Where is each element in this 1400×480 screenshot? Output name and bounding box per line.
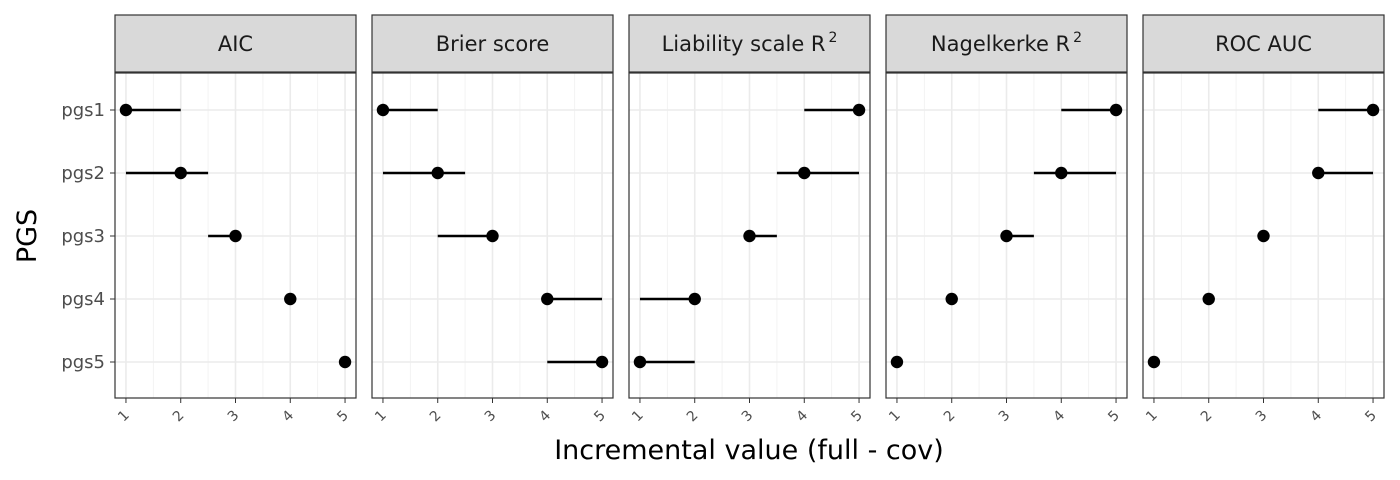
x-tick-label: 5 <box>848 408 866 426</box>
x-axis-title: Incremental value (full - cov) <box>554 435 944 466</box>
data-point <box>798 166 811 180</box>
data-point <box>119 103 133 117</box>
facet-panel: Brier score 1 2 3 4 5 <box>371 14 614 426</box>
data-point <box>1147 355 1161 369</box>
x-tick-label: 1 <box>372 408 390 426</box>
x-tick-label: 2 <box>684 408 702 426</box>
y-tick-label: pgs3 <box>61 226 105 247</box>
facet-strip <box>885 14 1128 73</box>
data-point <box>229 229 242 243</box>
data-point <box>338 355 352 369</box>
x-tick-label: 3 <box>739 408 757 426</box>
x-tick-label: 2 <box>427 408 445 426</box>
x-tick-label: 4 <box>793 407 811 425</box>
x-tick-label: 2 <box>941 408 959 426</box>
x-tick-label: 5 <box>591 408 609 426</box>
data-point <box>595 355 609 369</box>
facet-panel: AIC 1 2 3 4 5 <box>114 14 357 426</box>
x-tick-label: 1 <box>115 408 133 426</box>
data-point <box>890 355 904 369</box>
x-tick-label: 4 <box>1050 407 1068 425</box>
data-point <box>1109 103 1123 117</box>
facet-panel: Liability scale R 2 1 2 3 4 5 <box>628 14 871 426</box>
facet-strip <box>114 14 357 73</box>
data-point <box>541 292 554 306</box>
facet-panel: ROC AUC 1 2 3 4 5 <box>1142 14 1385 426</box>
data-point <box>945 292 958 306</box>
data-point <box>1202 292 1215 306</box>
x-tick-label: 1 <box>1143 408 1161 426</box>
data-point <box>174 166 187 180</box>
facet-strip-label: AIC <box>218 32 253 56</box>
data-point <box>1366 103 1380 117</box>
y-tick-label: pgs2 <box>61 163 105 184</box>
facet-strip-label: Brier score <box>436 32 550 56</box>
x-tick-label: 4 <box>536 407 554 425</box>
facet-strip <box>1142 14 1385 73</box>
data-point <box>284 292 297 306</box>
data-point <box>633 355 647 369</box>
x-tick-label: 1 <box>886 408 904 426</box>
x-tick-label: 4 <box>279 407 297 425</box>
x-tick-label: 3 <box>482 408 500 426</box>
data-point <box>486 229 499 243</box>
data-point <box>431 166 444 180</box>
data-point <box>1000 229 1013 243</box>
x-tick-label: 3 <box>225 408 243 426</box>
data-point <box>1312 166 1325 180</box>
x-tick-label: 1 <box>629 408 647 426</box>
data-point <box>852 103 866 117</box>
facet-strip <box>628 14 871 73</box>
x-tick-label: 3 <box>1253 408 1271 426</box>
y-tick-label: pgs4 <box>61 289 105 310</box>
x-tick-label: 5 <box>1105 408 1123 426</box>
data-point <box>1055 166 1068 180</box>
x-tick-label: 5 <box>334 408 352 426</box>
facet-panel: Nagelkerke R 2 1 2 3 4 5 <box>885 14 1128 426</box>
y-axis-title: PGS <box>12 209 43 263</box>
x-tick-label: 3 <box>996 408 1014 426</box>
data-point <box>376 103 390 117</box>
x-tick-label: 4 <box>1307 407 1325 425</box>
facet-strip-label: ROC AUC <box>1215 32 1312 56</box>
x-tick-label: 2 <box>1198 408 1216 426</box>
data-point <box>743 229 756 243</box>
y-tick-label: pgs1 <box>61 100 105 121</box>
x-tick-label: 2 <box>170 408 188 426</box>
facet-strip <box>371 14 614 73</box>
y-axis-ticks: pgs1 pgs2 pgs3 pgs4 pgs5 <box>61 100 115 373</box>
data-point <box>1257 229 1270 243</box>
y-tick-label: pgs5 <box>61 352 105 373</box>
data-point <box>688 292 701 306</box>
x-tick-label: 5 <box>1362 408 1380 426</box>
